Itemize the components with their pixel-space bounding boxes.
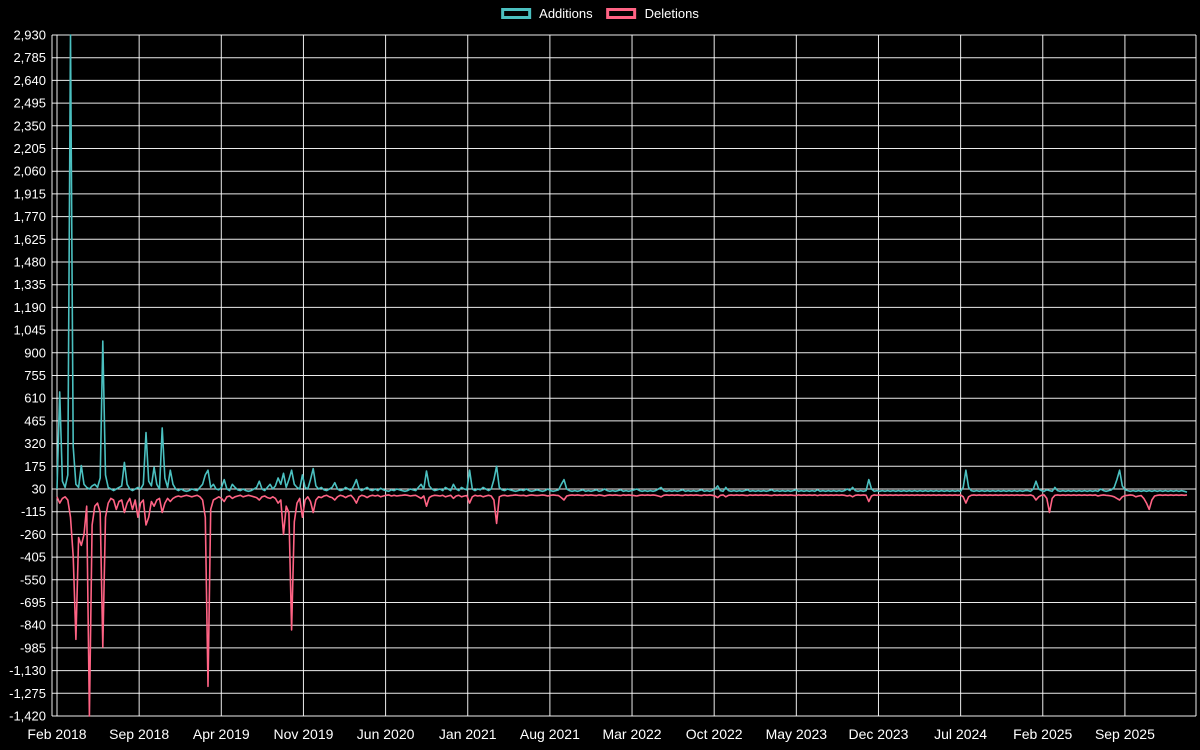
svg-text:2,060: 2,060: [13, 164, 46, 179]
svg-text:1,045: 1,045: [13, 323, 46, 338]
svg-text:1,190: 1,190: [13, 300, 46, 315]
legend-item-deletions[interactable]: Deletions: [606, 6, 699, 21]
svg-text:-1,420: -1,420: [9, 709, 46, 724]
svg-text:-1,130: -1,130: [9, 663, 46, 678]
svg-text:1,335: 1,335: [13, 277, 46, 292]
svg-text:-550: -550: [20, 572, 46, 587]
svg-text:Aug 2021: Aug 2021: [520, 726, 580, 742]
svg-text:Mar 2022: Mar 2022: [602, 726, 661, 742]
svg-text:2,785: 2,785: [13, 50, 46, 65]
legend-label-deletions: Deletions: [644, 6, 699, 21]
legend-label-additions: Additions: [539, 6, 593, 21]
svg-text:Sep 2018: Sep 2018: [109, 726, 169, 742]
svg-text:-1,275: -1,275: [9, 686, 46, 701]
svg-text:-985: -985: [20, 640, 46, 655]
chart-legend: Additions Deletions: [501, 7, 699, 20]
svg-text:2,640: 2,640: [13, 73, 46, 88]
svg-text:Feb 2018: Feb 2018: [27, 726, 86, 742]
svg-text:Sep 2025: Sep 2025: [1095, 726, 1155, 742]
svg-text:May 2023: May 2023: [766, 726, 828, 742]
svg-text:465: 465: [24, 413, 46, 428]
svg-text:1,915: 1,915: [13, 186, 46, 201]
svg-text:-405: -405: [20, 550, 46, 565]
svg-text:Nov 2019: Nov 2019: [273, 726, 333, 742]
svg-text:2,350: 2,350: [13, 118, 46, 133]
svg-text:2,205: 2,205: [13, 141, 46, 156]
svg-text:1,480: 1,480: [13, 255, 46, 270]
svg-text:2,930: 2,930: [13, 28, 46, 43]
legend-item-additions[interactable]: Additions: [501, 6, 593, 21]
svg-text:Jan 2021: Jan 2021: [439, 726, 497, 742]
deletions-swatch-icon: [606, 8, 637, 19]
svg-text:Feb 2025: Feb 2025: [1013, 726, 1072, 742]
svg-text:1,770: 1,770: [13, 209, 46, 224]
svg-text:-840: -840: [20, 618, 46, 633]
svg-text:900: 900: [24, 345, 46, 360]
svg-text:-695: -695: [20, 595, 46, 610]
svg-text:175: 175: [24, 459, 46, 474]
svg-text:320: 320: [24, 436, 46, 451]
svg-text:Jun 2020: Jun 2020: [357, 726, 415, 742]
svg-text:1,625: 1,625: [13, 232, 46, 247]
svg-text:Dec 2023: Dec 2023: [849, 726, 909, 742]
svg-text:30: 30: [32, 482, 46, 497]
svg-text:2,495: 2,495: [13, 96, 46, 111]
svg-text:Jul 2024: Jul 2024: [934, 726, 987, 742]
additions-swatch-icon: [501, 8, 532, 19]
svg-text:610: 610: [24, 391, 46, 406]
svg-text:755: 755: [24, 368, 46, 383]
svg-text:-260: -260: [20, 527, 46, 542]
svg-text:-115: -115: [21, 504, 46, 519]
svg-text:Apr 2019: Apr 2019: [193, 726, 250, 742]
svg-text:Oct 2022: Oct 2022: [686, 726, 743, 742]
